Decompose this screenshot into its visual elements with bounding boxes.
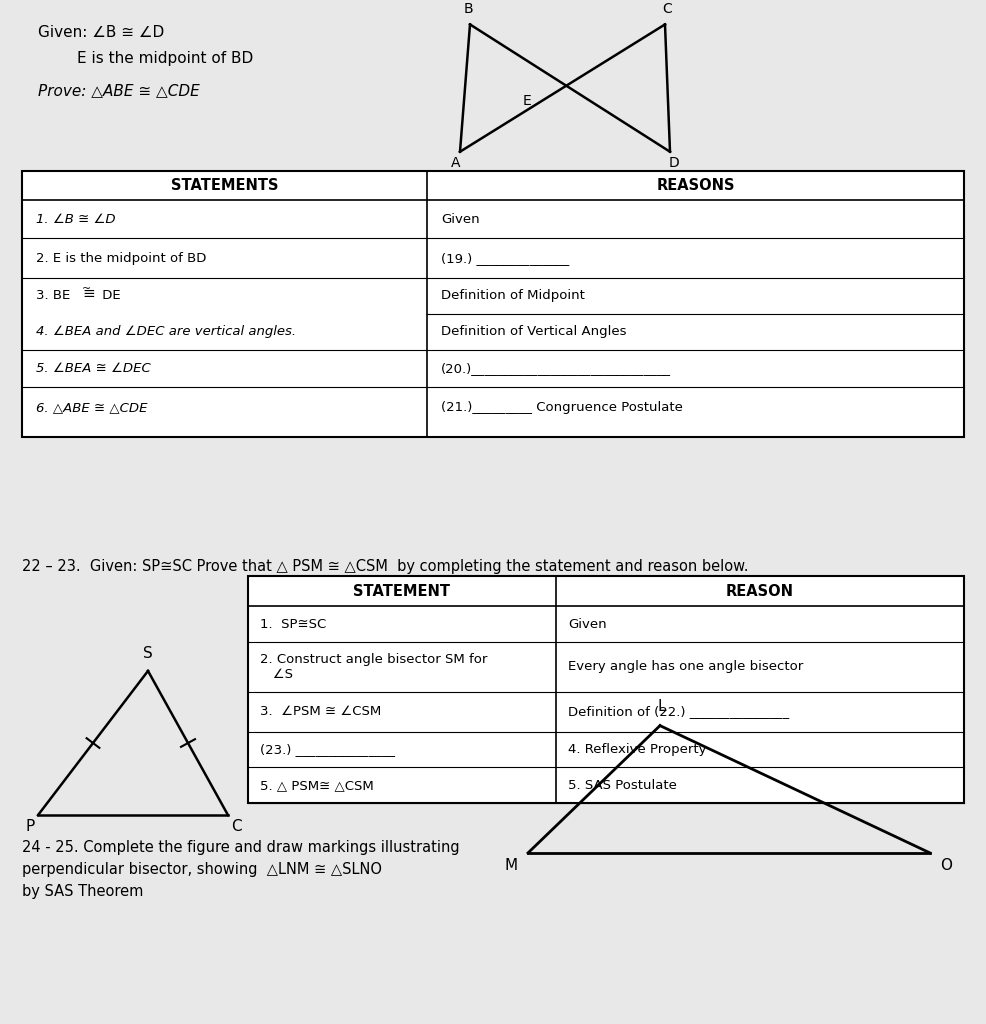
Text: 5. ∠BEA ≅ ∠DEC: 5. ∠BEA ≅ ∠DEC (36, 362, 151, 375)
Text: D: D (669, 156, 679, 170)
Text: REASON: REASON (726, 584, 794, 599)
Text: STATEMENTS: STATEMENTS (171, 178, 278, 194)
Text: S: S (143, 646, 153, 660)
Text: ≡: ≡ (82, 287, 95, 301)
Text: (20.)______________________________: (20.)______________________________ (441, 362, 671, 375)
Text: M: M (505, 858, 518, 872)
Text: Definition of Vertical Angles: Definition of Vertical Angles (441, 326, 626, 338)
Text: 22 – 23.  Given: SP≅SC Prove that △ PSM ≅ △CSM  by completing the statement and : 22 – 23. Given: SP≅SC Prove that △ PSM ≅… (22, 558, 748, 573)
Bar (22, 171, 964, 437)
Text: Given: Given (441, 213, 479, 226)
Bar (248, 577, 964, 803)
Text: Definition of (22.) _______________: Definition of (22.) _______________ (568, 706, 789, 718)
Text: (21.)_________ Congruence Postulate: (21.)_________ Congruence Postulate (441, 400, 683, 414)
Text: C: C (663, 2, 671, 16)
Text: 3. BE: 3. BE (36, 290, 75, 302)
Text: 4. ∠BEA and ∠DEC are vertical angles.: 4. ∠BEA and ∠DEC are vertical angles. (36, 326, 296, 338)
Text: REASONS: REASONS (657, 178, 735, 194)
Text: STATEMENT: STATEMENT (353, 584, 451, 599)
Text: Every angle has one angle bisector: Every angle has one angle bisector (568, 660, 804, 674)
Text: 5. SAS Postulate: 5. SAS Postulate (568, 779, 676, 792)
Text: 2. Construct angle bisector SM for
   ∠S: 2. Construct angle bisector SM for ∠S (260, 653, 487, 681)
Text: E: E (523, 94, 531, 108)
Text: 1. ∠B ≅ ∠D: 1. ∠B ≅ ∠D (36, 213, 115, 226)
Text: perpendicular bisector, showing  △LNM ≅ △SLNO: perpendicular bisector, showing △LNM ≅ △… (22, 862, 382, 877)
Text: DE: DE (98, 290, 120, 302)
Text: 3.  ∠PSM ≅ ∠CSM: 3. ∠PSM ≅ ∠CSM (260, 706, 382, 718)
Text: Given: ∠B ≅ ∠D: Given: ∠B ≅ ∠D (38, 26, 165, 40)
Text: 4. Reflexive Property: 4. Reflexive Property (568, 743, 706, 756)
Text: 2. E is the midpoint of BD: 2. E is the midpoint of BD (36, 252, 206, 264)
Text: (19.) ______________: (19.) ______________ (441, 252, 569, 264)
Text: 6. △ABE ≅ △CDE: 6. △ABE ≅ △CDE (36, 400, 148, 414)
Text: L: L (658, 698, 667, 714)
Text: 5. △ PSM≅ △CSM: 5. △ PSM≅ △CSM (260, 779, 374, 792)
Text: (23.) _______________: (23.) _______________ (260, 743, 395, 756)
Text: P: P (26, 819, 35, 835)
Text: by SAS Theorem: by SAS Theorem (22, 884, 143, 899)
Text: 24 - 25. Complete the figure and draw markings illustrating: 24 - 25. Complete the figure and draw ma… (22, 840, 459, 855)
Text: Given: Given (568, 617, 606, 631)
Text: 1.  SP≅SC: 1. SP≅SC (260, 617, 326, 631)
Text: B: B (463, 2, 473, 16)
Text: C: C (231, 819, 242, 835)
Text: ~: ~ (82, 284, 92, 294)
Text: Prove: △ABE ≅ △CDE: Prove: △ABE ≅ △CDE (38, 83, 200, 98)
Text: E is the midpoint of BD: E is the midpoint of BD (38, 51, 253, 67)
Text: A: A (452, 156, 460, 170)
Text: Definition of Midpoint: Definition of Midpoint (441, 290, 585, 302)
Text: O: O (940, 858, 952, 872)
